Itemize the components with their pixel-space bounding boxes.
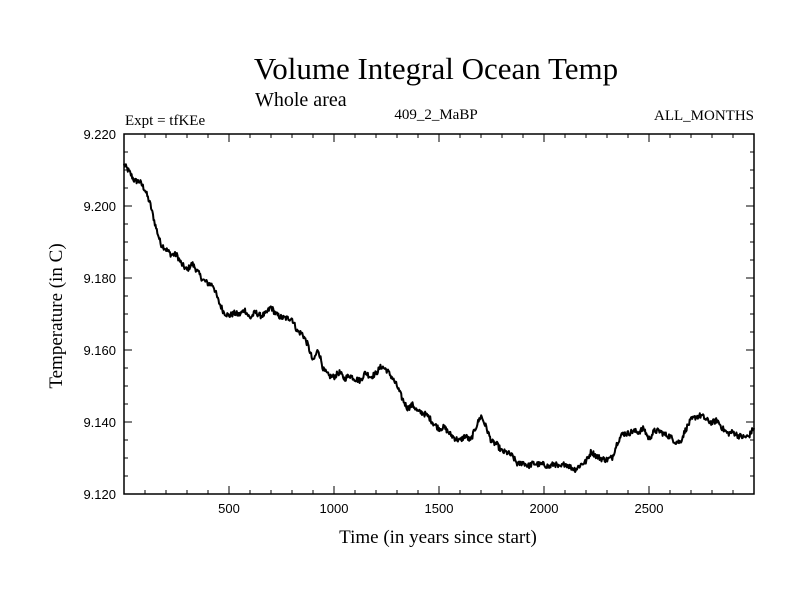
series-line bbox=[123, 163, 755, 473]
experiment-label: Expt = tfKEe bbox=[125, 113, 205, 129]
y-tick-label: 9.120 bbox=[83, 487, 116, 502]
plot-frame bbox=[123, 133, 755, 495]
x-tick-label: 500 bbox=[218, 501, 240, 516]
axis-ticks bbox=[124, 133, 754, 495]
y-axis-label: Temperature (in C) bbox=[46, 243, 67, 388]
x-tick-label: 2000 bbox=[530, 501, 559, 516]
y-tick-label: 9.200 bbox=[83, 199, 116, 214]
chart-subtitle: Whole area bbox=[255, 89, 347, 111]
y-tick-label: 9.220 bbox=[83, 127, 116, 142]
y-tick-label: 9.180 bbox=[83, 271, 116, 286]
months-label: ALL_MONTHS bbox=[654, 108, 754, 124]
x-tick-label: 2500 bbox=[635, 501, 664, 516]
axis-tick-labels: 500 1000 1500 2000 2500 9.120 9.140 9.160 9.180 9… bbox=[83, 127, 663, 516]
x-tick-label: 1000 bbox=[320, 501, 349, 516]
run-id-label: 409_2_MaBP bbox=[394, 107, 477, 123]
x-tick-label: 1500 bbox=[425, 501, 454, 516]
y-tick-label: 9.140 bbox=[83, 415, 116, 430]
x-axis-label: Time (in years since start) bbox=[339, 527, 537, 548]
y-tick-label: 9.160 bbox=[83, 343, 116, 358]
chart-title: Volume Integral Ocean Temp bbox=[254, 51, 618, 86]
